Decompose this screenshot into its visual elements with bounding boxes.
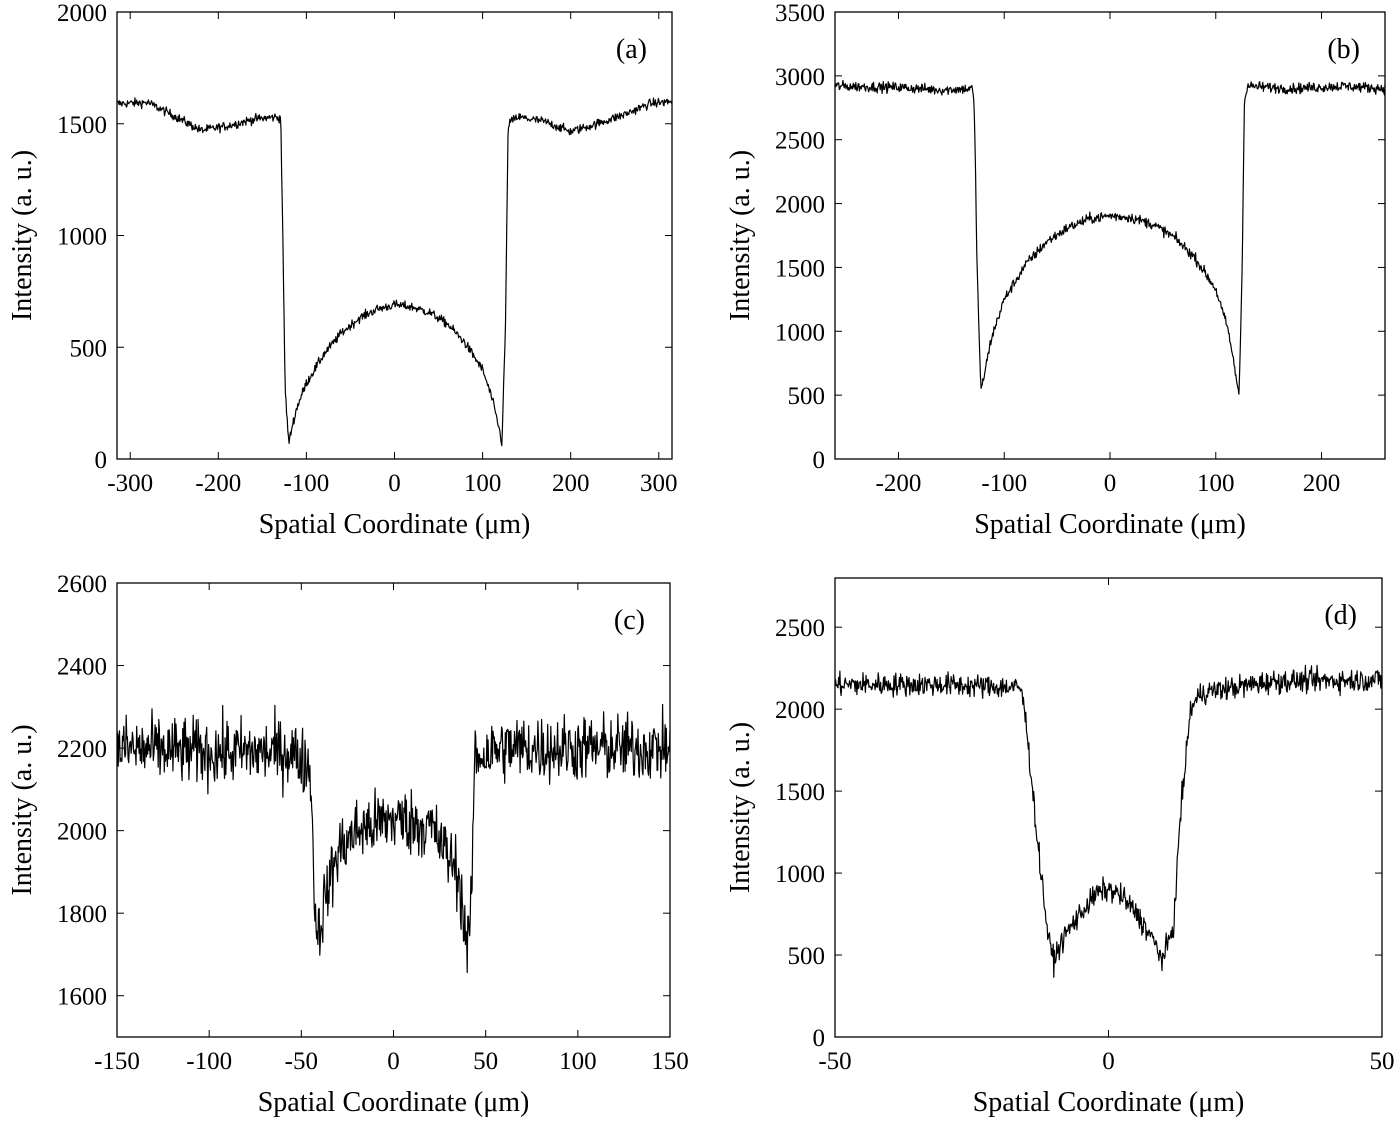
y-axis-label: Intensity (a. u.): [725, 150, 756, 321]
x-tick-label: 50: [473, 1048, 498, 1075]
y-tick-label: 2500: [775, 615, 825, 642]
y-tick-label: 2000: [775, 192, 825, 219]
x-tick-label: 0: [1104, 470, 1117, 497]
y-tick-label: 1500: [57, 112, 107, 139]
x-axis-label: Spatial Coordinate (μm): [258, 1087, 530, 1118]
x-axis-label: Spatial Coordinate (μm): [974, 509, 1246, 540]
y-tick-label: 2000: [57, 0, 107, 27]
x-tick-label: 200: [552, 470, 590, 497]
x-tick-label: -100: [186, 1048, 232, 1075]
y-tick-label: 2000: [57, 819, 107, 846]
x-tick-label: -300: [107, 470, 153, 497]
axes-frame: [834, 577, 1383, 1038]
y-tick-label: 0: [813, 1025, 826, 1052]
y-tick-label: 500: [788, 383, 826, 410]
panel-c: -150 -100 -50 0 50 100 150 1600 1800 2000 2200 2400…: [7, 571, 689, 1118]
y-tick-label: 500: [788, 943, 826, 970]
y-tick-label: 1800: [57, 901, 107, 928]
x-tick-label: 150: [651, 1048, 689, 1075]
x-tick-label: 100: [464, 470, 502, 497]
y-tick-label: 1000: [775, 861, 825, 888]
y-tick-label: 0: [813, 447, 826, 474]
x-tick-label: 200: [1303, 470, 1341, 497]
y-tick-label: 3500: [775, 0, 825, 27]
x-tick-label: -150: [94, 1048, 140, 1075]
x-tick-label: -200: [195, 470, 241, 497]
x-tick-label: 0: [388, 470, 401, 497]
axes-frame: [116, 11, 673, 460]
y-tick-label: 2400: [57, 654, 107, 681]
y-axis-label: Intensity (a. u.): [7, 150, 38, 321]
x-tick-label: -100: [283, 470, 329, 497]
panel-b: -200 -100 0 100 2000500100015002000250030003…: [725, 0, 1386, 540]
intensity-profile-line: [116, 703, 671, 974]
x-tick-label: 0: [387, 1048, 400, 1075]
y-tick-label: 2600: [57, 571, 107, 598]
intensity-profile-line: [834, 664, 1383, 978]
x-tick-label: -50: [818, 1048, 851, 1075]
x-tick-label: -200: [876, 470, 922, 497]
x-tick-label: 100: [1197, 470, 1235, 497]
y-tick-label: 2200: [57, 736, 107, 763]
y-tick-label: 3000: [775, 64, 825, 91]
y-tick-label: 1500: [775, 779, 825, 806]
x-tick-label: 50: [1370, 1048, 1395, 1075]
y-axis-label: Intensity (a. u.): [725, 722, 756, 893]
panel-label: (a): [616, 34, 647, 65]
axes-frame: [834, 11, 1386, 460]
y-tick-label: 1500: [775, 255, 825, 282]
intensity-profile-line: [116, 97, 673, 447]
y-tick-label: 0: [95, 447, 108, 474]
panel-label: (b): [1327, 34, 1360, 65]
x-axis-label: Spatial Coordinate (μm): [973, 1087, 1245, 1118]
y-tick-label: 2000: [775, 697, 825, 724]
panel-a: -300 -200 -100 0 100 200 300 0 500 1000 1500 2000 Sp…: [7, 0, 678, 540]
x-tick-label: -100: [981, 470, 1027, 497]
y-tick-label: 1600: [57, 984, 107, 1011]
y-axis-label: Intensity (a. u.): [7, 724, 38, 895]
x-tick-label: 300: [640, 470, 678, 497]
y-tick-label: 1000: [57, 224, 107, 251]
panel-label: (d): [1324, 600, 1357, 631]
y-tick-label: 2500: [775, 128, 825, 155]
panel-label: (c): [614, 605, 645, 636]
x-tick-label: 100: [559, 1048, 597, 1075]
x-axis-label: Spatial Coordinate (μm): [259, 509, 531, 540]
y-tick-label: 1000: [775, 319, 825, 346]
intensity-profile-line: [834, 79, 1386, 395]
x-tick-label: 0: [1102, 1048, 1115, 1075]
x-tick-label: -50: [285, 1048, 318, 1075]
y-tick-label: 500: [70, 335, 108, 362]
